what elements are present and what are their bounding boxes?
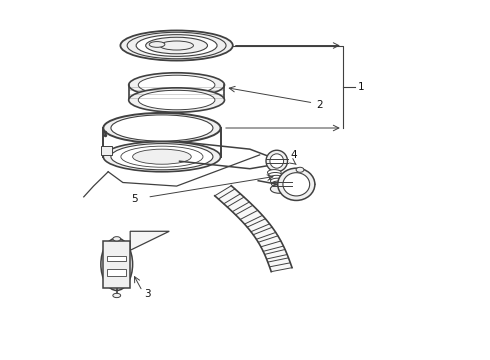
Ellipse shape <box>146 37 207 54</box>
Text: 2: 2 <box>316 100 322 110</box>
Polygon shape <box>215 186 292 272</box>
Ellipse shape <box>283 173 310 196</box>
Ellipse shape <box>101 238 133 291</box>
Ellipse shape <box>270 185 288 193</box>
Ellipse shape <box>129 88 224 112</box>
Ellipse shape <box>160 41 194 50</box>
Text: 4: 4 <box>291 150 297 160</box>
Ellipse shape <box>138 90 215 110</box>
Ellipse shape <box>149 41 165 47</box>
Ellipse shape <box>121 31 233 60</box>
Ellipse shape <box>129 73 224 97</box>
Ellipse shape <box>272 184 286 190</box>
Ellipse shape <box>103 113 220 143</box>
Ellipse shape <box>269 172 282 178</box>
Ellipse shape <box>113 293 121 298</box>
Bar <box>107 270 126 276</box>
Ellipse shape <box>296 167 304 172</box>
Ellipse shape <box>266 150 288 172</box>
Ellipse shape <box>270 178 284 184</box>
Ellipse shape <box>136 35 217 57</box>
Bar <box>107 256 126 261</box>
Ellipse shape <box>133 149 191 164</box>
Ellipse shape <box>111 115 213 141</box>
Bar <box>101 146 112 155</box>
Ellipse shape <box>270 154 284 168</box>
Ellipse shape <box>127 32 226 59</box>
Ellipse shape <box>278 168 315 201</box>
Ellipse shape <box>270 175 283 181</box>
Ellipse shape <box>271 181 285 187</box>
Ellipse shape <box>113 237 121 241</box>
Text: 1: 1 <box>357 82 364 92</box>
Ellipse shape <box>138 75 215 95</box>
Ellipse shape <box>111 144 213 170</box>
Ellipse shape <box>103 141 220 172</box>
Ellipse shape <box>121 146 203 167</box>
Text: 5: 5 <box>131 194 138 204</box>
Bar <box>103 241 130 288</box>
Text: 3: 3 <box>144 289 150 299</box>
Polygon shape <box>130 231 169 250</box>
Ellipse shape <box>268 170 281 175</box>
